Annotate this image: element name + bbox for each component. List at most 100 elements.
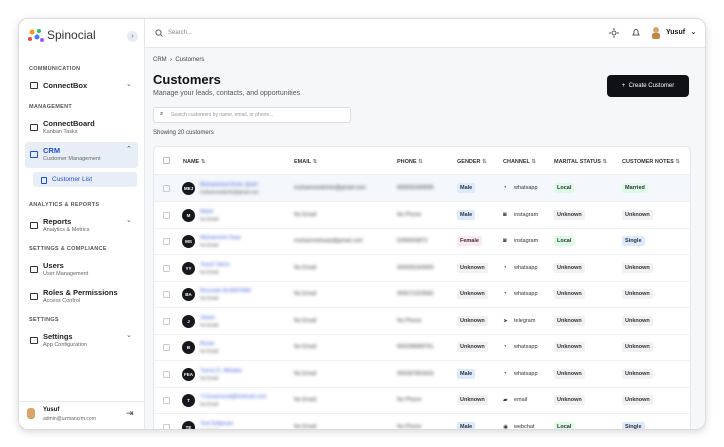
- nav-label[interactable]: ConnectBox: [43, 81, 88, 90]
- gender-badge: Male: [457, 183, 476, 193]
- column-header[interactable]: EMAIL ⇅: [294, 159, 318, 165]
- nav-label[interactable]: ConnectBoard: [43, 119, 95, 128]
- avatar: MS: [182, 235, 195, 248]
- sort-icon[interactable]: ⇅: [199, 159, 206, 165]
- notes-badge: Unknown: [622, 262, 653, 273]
- create-button[interactable]: + Create Customer: [607, 75, 689, 97]
- footer-user: Yusuf: [43, 407, 60, 413]
- customer-name[interactable]: Muhammet Sarp: [200, 235, 241, 241]
- customer-name[interactable]: Burak: [200, 341, 215, 347]
- header-checkbox[interactable]: [163, 157, 170, 164]
- row-checkbox[interactable]: [163, 264, 170, 272]
- customer-name[interactable]: Yusuf Yalcin: [200, 261, 230, 268]
- nav-sub: Kanban Tasks: [43, 129, 78, 135]
- gender-badge: Unknown: [457, 395, 488, 405]
- notes-badge: Unknown: [622, 395, 653, 405]
- row-line: [154, 413, 690, 414]
- channel: email: [514, 397, 528, 403]
- notes-badge: Married: [622, 183, 648, 193]
- user-avatar[interactable]: [651, 26, 661, 39]
- nav-label[interactable]: CRM: [43, 146, 61, 155]
- breadcrumb-item[interactable]: Customers: [175, 57, 205, 63]
- customer-sub: No Email: [200, 401, 219, 407]
- avatar: BA: [182, 288, 195, 301]
- phone: No Phone: [397, 211, 422, 218]
- channel: webchat: [514, 423, 535, 430]
- customer-name[interactable]: Janan: [200, 314, 215, 321]
- row-checkbox[interactable]: [163, 211, 170, 219]
- row-checkbox[interactable]: [163, 238, 170, 245]
- column-header[interactable]: CUSTOMER NOTES ⇅: [622, 159, 680, 165]
- logout-icon[interactable]: ⇥: [126, 408, 134, 418]
- sub-item-icon: [41, 177, 47, 184]
- marital-badge: Unknown: [554, 395, 585, 405]
- customer-name[interactable]: Mahir: [200, 208, 214, 215]
- email: No Email: [294, 291, 317, 297]
- gender-badge: Male: [457, 209, 476, 220]
- nav-icon: [30, 337, 38, 344]
- nav-label[interactable]: Users: [43, 261, 64, 270]
- customer-name[interactable]: Test Edipman: [200, 420, 234, 427]
- marital-badge: Unknown: [554, 209, 585, 220]
- topbar-user[interactable]: Yusuf: [666, 29, 686, 36]
- header-line: [154, 174, 690, 175]
- nav-label[interactable]: Reports: [43, 217, 72, 226]
- gender-badge: Female: [457, 236, 482, 246]
- sort-icon[interactable]: ⇅: [416, 159, 423, 165]
- row-checkbox[interactable]: [163, 185, 170, 192]
- channel-icon: ◔: [503, 370, 507, 377]
- row-line: [154, 280, 690, 282]
- channel-icon: ➤: [503, 318, 509, 324]
- sort-icon[interactable]: ⇅: [600, 159, 608, 165]
- customer-name[interactable]: T.Ozsamurat@hotmail.com: [200, 394, 267, 400]
- customer-name[interactable]: Beyzade ALBAYRAK: [200, 288, 252, 294]
- nav-label[interactable]: Settings: [43, 332, 73, 341]
- column-header[interactable]: MARITAL STATUS ⇅: [554, 159, 608, 165]
- column-header[interactable]: CHANNEL ⇅: [503, 159, 537, 165]
- row-checkbox[interactable]: [163, 397, 170, 404]
- sort-icon[interactable]: ⇅: [311, 159, 318, 165]
- row-checkbox[interactable]: [163, 344, 170, 351]
- marital-badge: Unknown: [554, 368, 585, 379]
- customer-sub: No Email: [200, 428, 218, 429]
- topbar-search[interactable]: Search...: [168, 30, 193, 36]
- marital-badge: Unknown: [554, 315, 585, 326]
- sub-item-bg[interactable]: [33, 172, 137, 187]
- column-header[interactable]: NAME ⇅: [183, 159, 206, 165]
- customer-search[interactable]: ⌕ Search customers by name, email, or ph…: [153, 107, 351, 123]
- active-item-bg[interactable]: [25, 142, 138, 168]
- phone: No Phone: [397, 423, 422, 430]
- row-checkbox[interactable]: [163, 317, 170, 325]
- notes-badge: Unknown: [622, 342, 653, 352]
- row-checkbox[interactable]: [163, 423, 170, 429]
- bell-icon[interactable]: [631, 28, 641, 38]
- sort-icon[interactable]: ⇅: [480, 159, 487, 165]
- gender-badge: Male: [457, 368, 476, 379]
- channel-icon: ◔: [503, 185, 507, 191]
- sort-icon[interactable]: ⇅: [673, 159, 680, 165]
- channel: telegram: [514, 317, 536, 324]
- column-header[interactable]: GENDER ⇅: [457, 159, 487, 165]
- row-checkbox[interactable]: [163, 370, 170, 378]
- phone: 905338689761: [397, 344, 434, 350]
- sub-item-label[interactable]: Customer List: [52, 176, 93, 183]
- email: No Email: [294, 423, 317, 430]
- nav-label[interactable]: Roles & Permissions: [43, 288, 118, 297]
- row-checkbox[interactable]: [163, 291, 170, 298]
- sidebar-footer-line: [19, 401, 144, 402]
- collapse-button[interactable]: ›: [127, 31, 138, 42]
- row-line: [154, 227, 690, 229]
- customer-name[interactable]: Yunus E. Akbaba: [200, 367, 242, 374]
- customer-sub: No Email: [200, 295, 219, 301]
- page-subtitle: Manage your leads, contacts, and opportu…: [153, 90, 301, 97]
- customer-name[interactable]: Muhammed Emin Jjeeh: [200, 182, 258, 188]
- phone: 905071029582: [397, 291, 434, 297]
- breadcrumb-item[interactable]: CRM: [153, 57, 167, 63]
- footer-avatar: [27, 408, 35, 419]
- sort-icon[interactable]: ⇅: [529, 159, 537, 165]
- user-menu-caret[interactable]: ⌄: [690, 27, 697, 36]
- channel-icon: ◙: [503, 211, 507, 218]
- theme-icon[interactable]: [609, 28, 619, 38]
- column-header[interactable]: PHONE ⇅: [397, 159, 423, 165]
